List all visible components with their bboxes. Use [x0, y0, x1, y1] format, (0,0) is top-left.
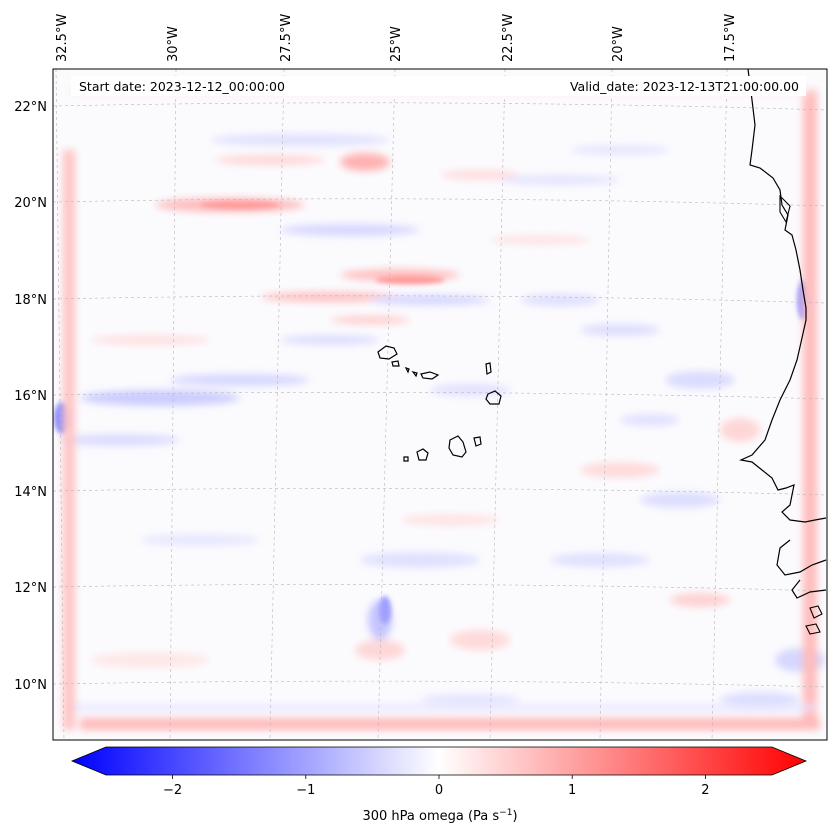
lat-label: 14°N [14, 485, 47, 500]
colorbar-tick-label: 1 [568, 783, 576, 798]
lon-label: 20°W [611, 26, 626, 62]
colorbar-label: 300 hPa omega (Pa s−1) [362, 808, 517, 824]
lon-label: 25°W [389, 26, 404, 62]
colorbar-tick-label: 2 [701, 783, 709, 798]
cabo-verde-islands [377, 345, 502, 462]
lat-label: 22°N [14, 100, 47, 115]
lat-label: 18°N [14, 293, 47, 308]
lat-label: 20°N [14, 196, 47, 211]
colorbar-tick-label: −2 [163, 783, 182, 798]
lon-label: 27.5°W [279, 14, 294, 62]
date-banner [71, 76, 806, 96]
lon-label: 17.5°W [723, 14, 738, 62]
lat-label: 10°N [14, 678, 47, 693]
colorbar-ticks: −2 −1 0 1 2 [163, 775, 710, 798]
colorbar: −2 −1 0 1 2 300 hPa omega (Pa s−1) [70, 746, 808, 824]
graticule [53, 69, 827, 740]
africa-coastline [739, 69, 827, 599]
colorbar-tick-label: −1 [296, 783, 315, 798]
lat-label: 12°N [14, 581, 47, 596]
valid-date-label: Valid_date: 2023-12-13T21:00:00.00 [570, 79, 799, 94]
longitude-labels: 32.5°W 30°W 27.5°W 25°W 22.5°W 20°W 17.5… [55, 14, 738, 62]
lon-label: 22.5°W [501, 14, 516, 62]
lat-label: 16°N [14, 389, 47, 404]
map-frame [52, 68, 828, 741]
colorbar-bar [70, 746, 808, 776]
lon-label: 30°W [166, 26, 181, 62]
colorbar-tick-label: 0 [435, 783, 443, 798]
latitude-labels: 22°N 20°N 18°N 16°N 14°N 12°N 10°N [14, 100, 47, 693]
omega-field [53, 69, 827, 740]
coastal-islands [779, 194, 823, 635]
lon-label: 32.5°W [55, 14, 70, 62]
start-date-label: Start date: 2023-12-12_00:00:00 [79, 79, 285, 94]
